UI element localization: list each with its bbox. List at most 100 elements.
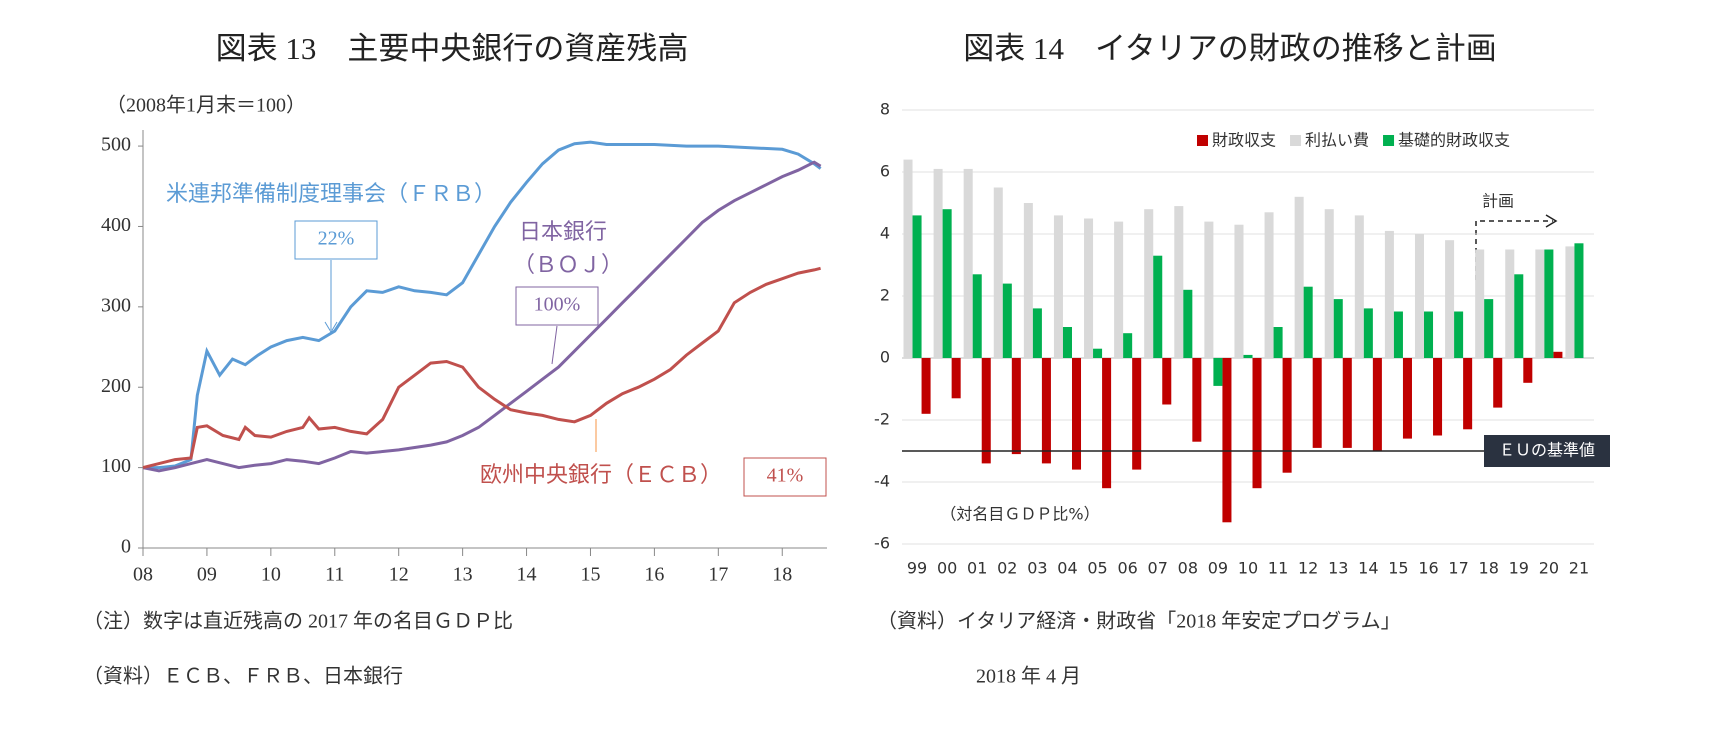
- x-tick-label: 15: [580, 564, 600, 586]
- bar: [1213, 358, 1223, 386]
- y-tick-label: 6: [880, 162, 890, 181]
- annotation: （ＢＯＪ）: [513, 252, 623, 277]
- x-tick-label: 18: [1479, 559, 1499, 578]
- label-box: [515, 286, 599, 326]
- bar: [1565, 246, 1575, 358]
- x-tick-label: 01: [967, 559, 987, 578]
- x-tick-label: 06: [1117, 559, 1137, 578]
- bar: [1445, 240, 1455, 358]
- note: （資料）ＥＣＢ、ＦＲＢ、日本銀行: [83, 665, 403, 688]
- x-tick-label: 13: [1328, 559, 1348, 578]
- series-label: 米連邦準備制度理事会（ＦＲＢ）: [166, 181, 496, 206]
- series-line: [142, 160, 822, 473]
- legend-swatch: [1197, 135, 1208, 146]
- x-tick-label: 14: [517, 564, 537, 586]
- reference-label-box: [1484, 435, 1610, 467]
- bar: [1523, 358, 1533, 383]
- bar: [1174, 206, 1184, 358]
- x-tick-label: 12: [1298, 559, 1318, 578]
- x-tick-label: 17: [708, 564, 728, 586]
- bar: [1234, 224, 1244, 358]
- bar: [1102, 358, 1112, 489]
- legend-label: 利払い費: [1305, 131, 1369, 150]
- bar: [1333, 299, 1343, 358]
- x-tick-label: 18: [772, 564, 792, 586]
- x-tick-label: 11: [1268, 559, 1288, 578]
- x-tick-label: 08: [1178, 559, 1198, 578]
- x-tick-label: 02: [997, 559, 1017, 578]
- bar: [1414, 234, 1425, 358]
- arrow: [551, 325, 558, 365]
- series-label: 日本銀行: [519, 219, 607, 244]
- bar: [1424, 311, 1434, 358]
- y-tick-label: 0: [121, 536, 131, 558]
- bar: [1303, 286, 1313, 358]
- annotation: 22%: [318, 228, 355, 250]
- annotation: （対名目ＧＤＰ比%）: [940, 505, 1099, 524]
- bar: [1252, 358, 1262, 489]
- legend-swatch: [1383, 135, 1395, 146]
- bar: [1041, 358, 1051, 464]
- bar: [1402, 358, 1412, 439]
- x-tick-label: 09: [197, 564, 217, 586]
- y-tick-label: 8: [880, 100, 890, 119]
- bar: [1183, 289, 1193, 358]
- bar: [993, 187, 1003, 358]
- annotation: 100%: [534, 294, 581, 316]
- x-tick-label: 19: [1509, 559, 1529, 578]
- bar: [1454, 311, 1464, 358]
- x-tick-label: 12: [389, 564, 409, 586]
- note: （注）数字は直近残高の 2017 年の名目ＧＤＰ比: [83, 610, 513, 633]
- x-tick-label: 08: [133, 564, 153, 586]
- bar: [1023, 203, 1033, 358]
- chart-title: 図表 14 イタリアの財政の推移と計画: [963, 31, 1497, 66]
- bar: [1535, 249, 1545, 358]
- x-tick-label: 13: [453, 564, 473, 586]
- bar: [1123, 333, 1133, 358]
- y-tick-label: -4: [874, 472, 890, 491]
- x-tick-label: 16: [1418, 559, 1438, 578]
- bar: [912, 215, 922, 358]
- bar: [1093, 348, 1103, 358]
- bar: [972, 274, 982, 358]
- x-tick-label: 10: [1238, 559, 1258, 578]
- x-tick-label: 09: [1208, 559, 1228, 578]
- bar: [1363, 308, 1373, 358]
- y-tick-label: 500: [101, 134, 131, 156]
- bar: [1053, 215, 1063, 358]
- x-tick-label: 00: [937, 559, 957, 578]
- legend-label: 基礎的財政収支: [1398, 131, 1510, 150]
- bar: [1514, 274, 1524, 358]
- bar: [1312, 358, 1322, 448]
- x-tick-label: 04: [1057, 559, 1077, 578]
- bar: [1393, 311, 1403, 358]
- bar: [1114, 221, 1124, 358]
- note: 2018 年 4 月: [976, 665, 1081, 688]
- bar: [1493, 358, 1503, 408]
- legend-label: 財政収支: [1212, 131, 1276, 150]
- bar: [1324, 209, 1334, 358]
- bar: [1433, 358, 1443, 436]
- annotation: 41%: [767, 465, 804, 487]
- bar: [1294, 196, 1304, 358]
- x-tick-label: 14: [1358, 559, 1378, 578]
- bar: [1273, 327, 1283, 358]
- y-tick-label: 0: [880, 348, 890, 367]
- bar: [1384, 230, 1394, 358]
- bar: [1354, 215, 1364, 358]
- bar: [942, 209, 952, 358]
- bar: [1084, 218, 1094, 358]
- bar: [1243, 354, 1253, 358]
- y-tick-label: -6: [874, 534, 890, 553]
- bar: [1162, 358, 1172, 405]
- y-tick-label: 4: [880, 224, 890, 243]
- x-tick-label: 99: [907, 559, 927, 578]
- bar: [1002, 283, 1012, 358]
- note: （資料）イタリア経済・財政省「2018 年安定プログラム」: [877, 610, 1401, 633]
- reference-label: ＥＵの基準値: [1499, 441, 1595, 460]
- x-tick-label: 15: [1388, 559, 1408, 578]
- bar: [1071, 358, 1082, 470]
- y-tick-label: 300: [101, 294, 131, 316]
- bar: [963, 168, 973, 358]
- bar: [933, 168, 943, 358]
